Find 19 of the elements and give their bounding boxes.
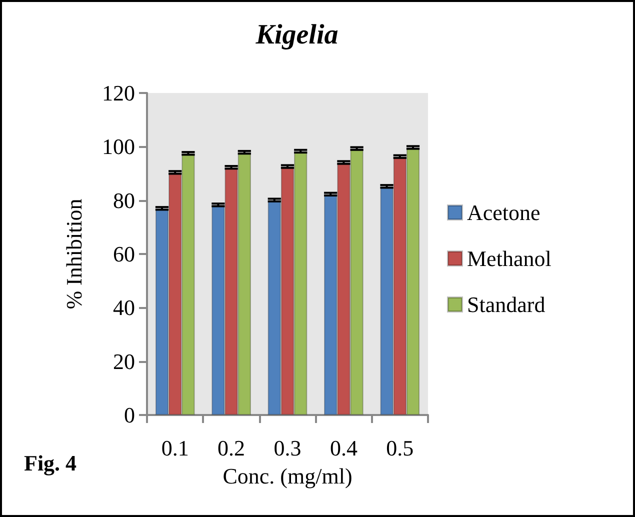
legend-label: Standard [467,292,546,317]
x-tick-label: 0.1 [161,436,189,460]
legend-label: Methanol [467,246,552,271]
x-axis-title: Conc. (mg/ml) [222,464,352,488]
y-axis-title: % Inhibition [62,198,86,310]
legend-label: Acetone [467,200,540,225]
x-tick-label: 0.2 [218,436,246,460]
y-tick-label: 0 [124,402,135,428]
y-tick-label: 20 [113,348,135,374]
y-tick-label: 100 [102,134,135,160]
x-tick-label: 0.3 [274,436,302,460]
y-tick-label: 80 [113,188,135,213]
chart-title: Kigelia [254,20,338,50]
caption: Fig. 4 [24,450,77,476]
y-tick-label: 40 [113,295,135,320]
y-tick-label: 120 [102,80,135,106]
x-tick-label: 0.4 [330,436,358,460]
y-tick-label: 60 [113,242,135,266]
x-tick-label: 0.5 [386,436,414,460]
